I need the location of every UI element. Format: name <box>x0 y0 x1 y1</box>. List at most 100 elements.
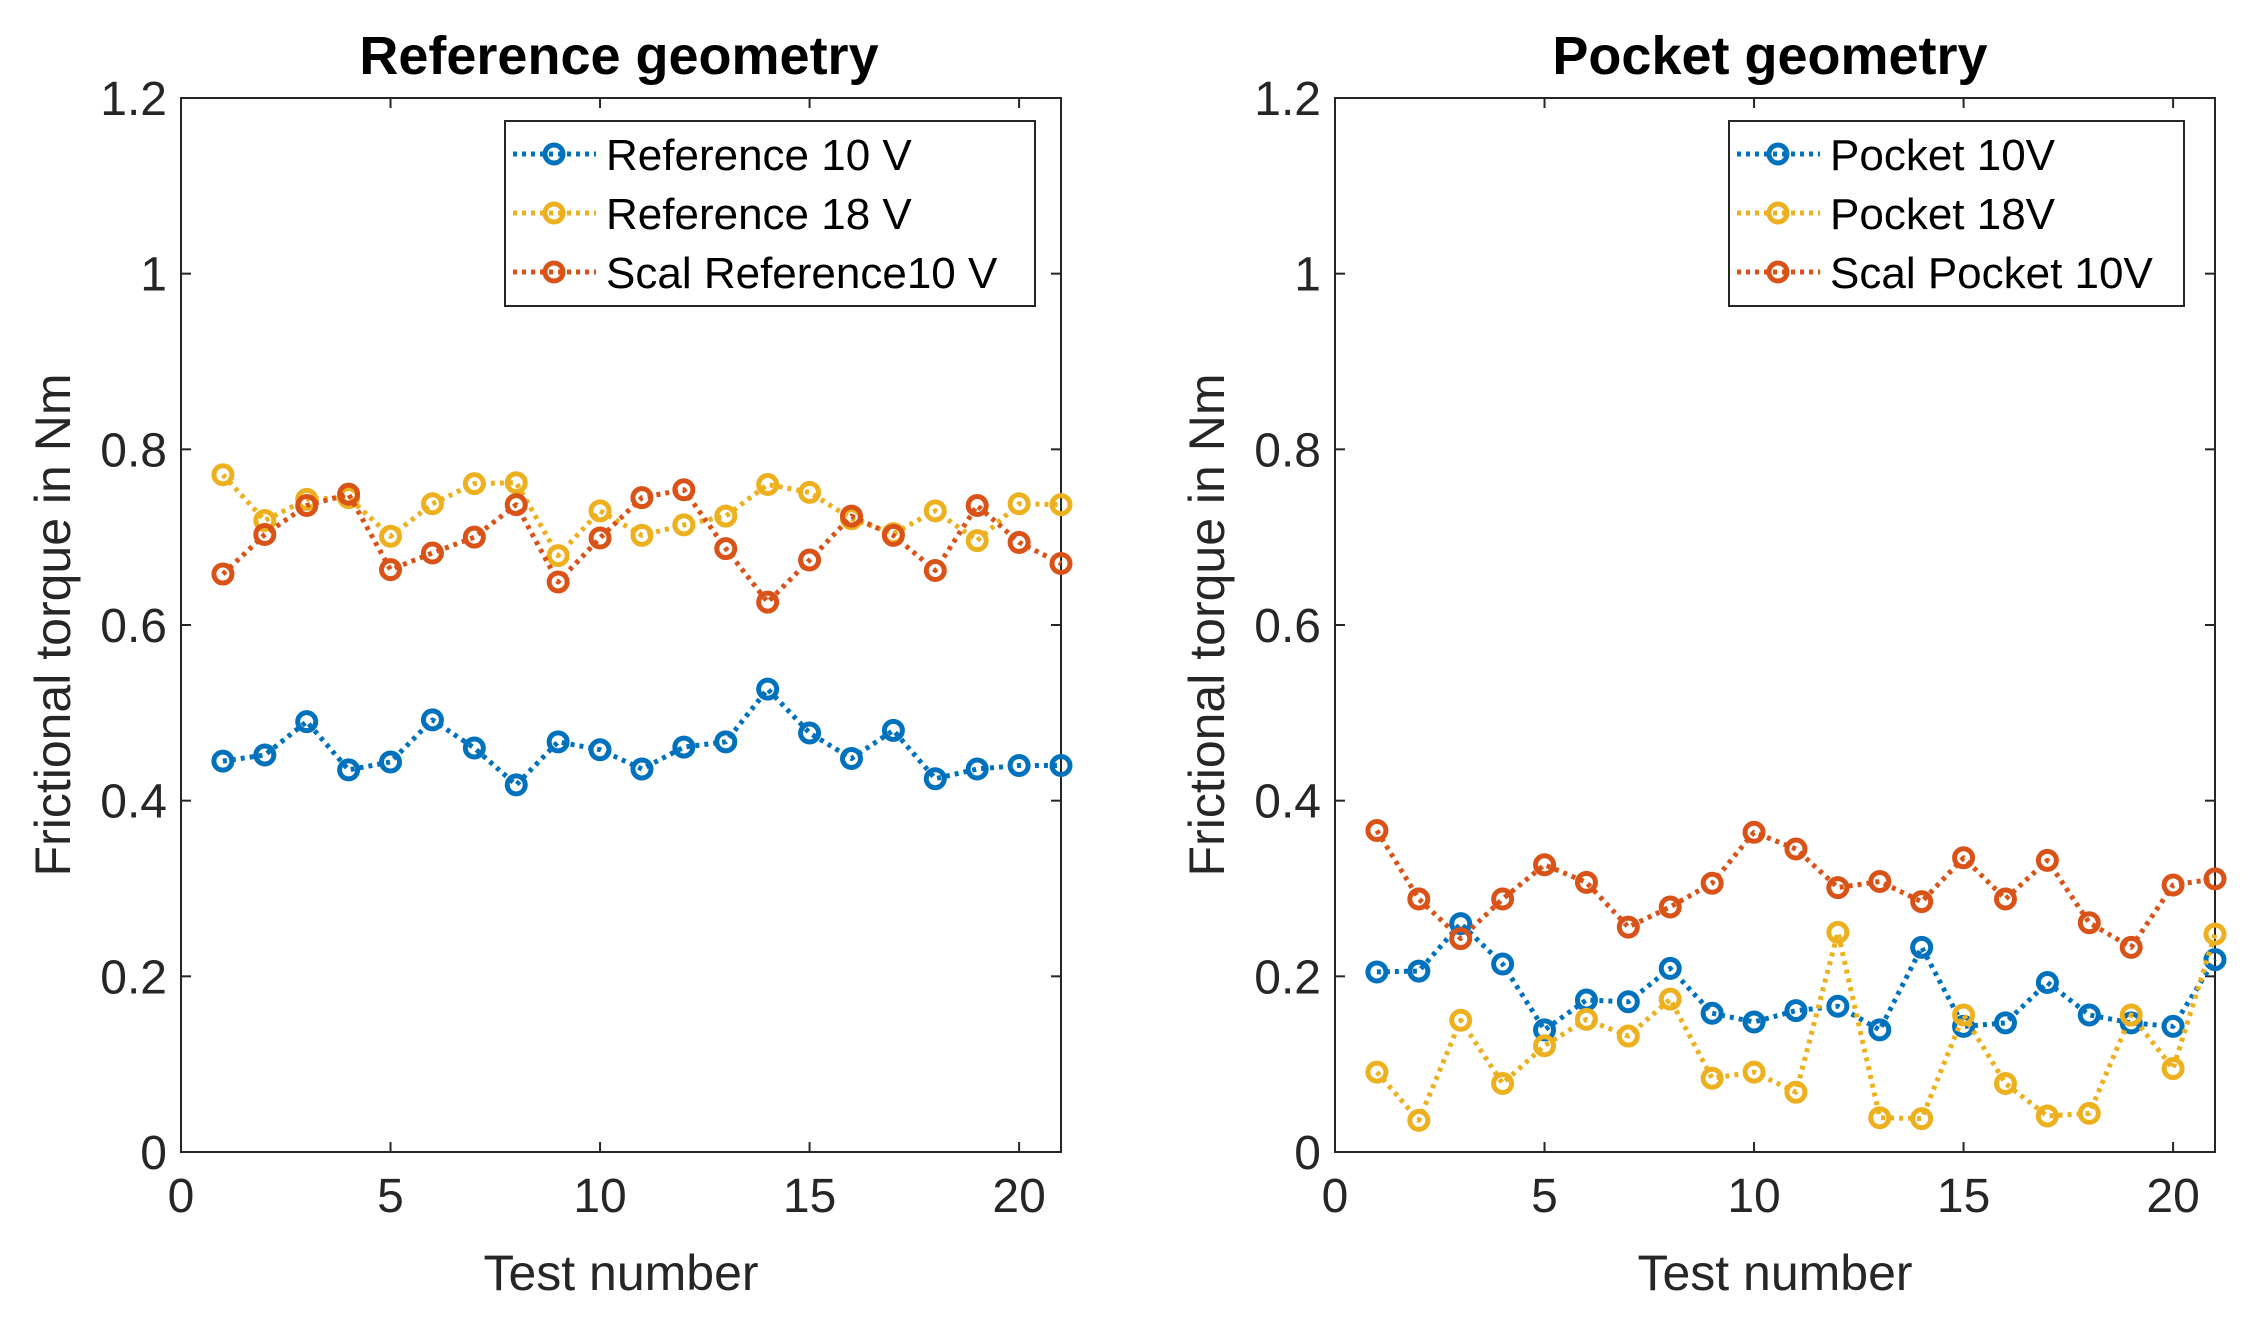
data-point <box>1784 1080 1808 1104</box>
data-point <box>1700 1066 1724 1090</box>
data-point <box>1993 1071 2017 1095</box>
data-point <box>211 463 235 487</box>
data-point <box>1742 820 1766 844</box>
series-layer <box>1365 819 2227 1132</box>
data-point <box>379 524 403 548</box>
data-point <box>588 499 612 523</box>
data-point <box>923 559 947 583</box>
data-point <box>798 721 822 745</box>
data-point <box>714 537 738 561</box>
legend: Pocket 10V Pocket 18V Scal Pocket 10V <box>1728 120 2185 307</box>
data-point <box>420 708 444 732</box>
legend-marker <box>542 201 566 225</box>
data-point <box>2161 873 2185 897</box>
x-tick-label: 5 <box>377 1170 404 1223</box>
data-point <box>1658 987 1682 1011</box>
legend-label: Pocket 10V <box>1830 131 2056 180</box>
data-point <box>1826 920 1850 944</box>
x-tick-label: 20 <box>2146 1170 2199 1223</box>
data-point <box>546 730 570 754</box>
legend-marker <box>1766 260 1790 284</box>
series-line <box>221 473 1062 559</box>
data-point <box>672 478 696 502</box>
data-point <box>1007 492 1031 516</box>
data-point <box>2077 1003 2101 1027</box>
y-tick-label: 0 <box>140 1127 167 1180</box>
data-point <box>2203 922 2227 946</box>
data-point <box>546 544 570 568</box>
legend-entry: Scal Reference10 V <box>513 249 998 298</box>
data-point <box>1868 869 1892 893</box>
data-point <box>1700 1001 1724 1025</box>
data-point <box>1952 1003 1976 1027</box>
data-point <box>714 730 738 754</box>
y-tick-label: 1.2 <box>1254 73 1321 126</box>
data-point <box>1574 1007 1598 1031</box>
data-point <box>1049 754 1073 778</box>
data-point <box>1826 876 1850 900</box>
data-point <box>504 773 528 797</box>
data-point <box>379 750 403 774</box>
data-point <box>1868 1018 1892 1042</box>
legend-entry: Scal Pocket 10V <box>1737 249 2153 298</box>
data-point <box>1049 552 1073 576</box>
series-line <box>1376 921 2218 1033</box>
y-tick-label: 0.8 <box>100 424 167 477</box>
data-point <box>1742 1060 1766 1084</box>
data-point <box>756 472 780 496</box>
data-point <box>379 558 403 582</box>
data-point <box>588 526 612 550</box>
x-tick-label: 20 <box>992 1170 1045 1223</box>
data-point <box>630 757 654 781</box>
x-axis: 0 5 10 15 20 <box>168 98 1046 1223</box>
data-point <box>965 529 989 553</box>
data-point <box>1007 530 1031 554</box>
data-point <box>881 523 905 547</box>
x-tick-label: 10 <box>573 1170 626 1223</box>
y-tick-label: 0.6 <box>1254 600 1321 653</box>
y-axis-label: Frictional torque in Nm <box>1179 374 1235 877</box>
data-point <box>2161 1057 2185 1081</box>
data-point <box>672 513 696 537</box>
series-line <box>222 686 1061 788</box>
data-point <box>1449 912 1473 936</box>
y-tick-label: 0.4 <box>1254 776 1321 829</box>
data-point <box>672 735 696 759</box>
x-tick-label: 0 <box>1322 1170 1349 1223</box>
chart-pocket-geometry: Pocket geometry 0 5 10 15 20 0 0.2 0.4 0.6 0.8 1 1… <box>1179 26 2227 1301</box>
data-point <box>1407 959 1431 983</box>
data-point <box>2119 1003 2143 1027</box>
series-layer <box>211 463 1073 797</box>
y-tick-label: 0.6 <box>100 600 167 653</box>
series-1 <box>211 677 1073 797</box>
data-point <box>295 494 319 518</box>
data-point <box>1784 999 1808 1023</box>
data-point <box>1449 1008 1473 1032</box>
data-point <box>2035 1104 2059 1128</box>
data-point <box>546 570 570 594</box>
legend-marker <box>542 260 566 284</box>
data-point <box>504 471 528 495</box>
series-3 <box>1365 819 2227 959</box>
chart-title: Reference geometry <box>359 26 878 86</box>
data-point <box>2203 867 2227 891</box>
data-point <box>1784 837 1808 861</box>
data-point <box>1365 819 1389 843</box>
data-point <box>2161 1014 2185 1038</box>
data-point <box>1407 887 1431 911</box>
chart-title: Pocket geometry <box>1552 26 1987 86</box>
y-tick-label: 1 <box>1294 249 1321 302</box>
data-point <box>337 758 361 782</box>
data-point <box>1658 956 1682 980</box>
chart-reference-geometry: Reference geometry 0 5 10 15 20 0 0.2 0.4 0.6 0.… <box>25 26 1073 1301</box>
series-3 <box>211 478 1073 614</box>
y-tick-label: 0.2 <box>100 951 167 1004</box>
data-point <box>839 747 863 771</box>
legend: Reference 10 V Reference 18 V Scal Refer… <box>504 120 1036 307</box>
data-point <box>253 523 277 547</box>
data-point <box>1574 870 1598 894</box>
data-point <box>1491 952 1515 976</box>
x-tick-label: 10 <box>1727 1170 1780 1223</box>
y-axis: 0 0.2 0.4 0.6 0.8 1 1.2 <box>100 73 1061 1180</box>
